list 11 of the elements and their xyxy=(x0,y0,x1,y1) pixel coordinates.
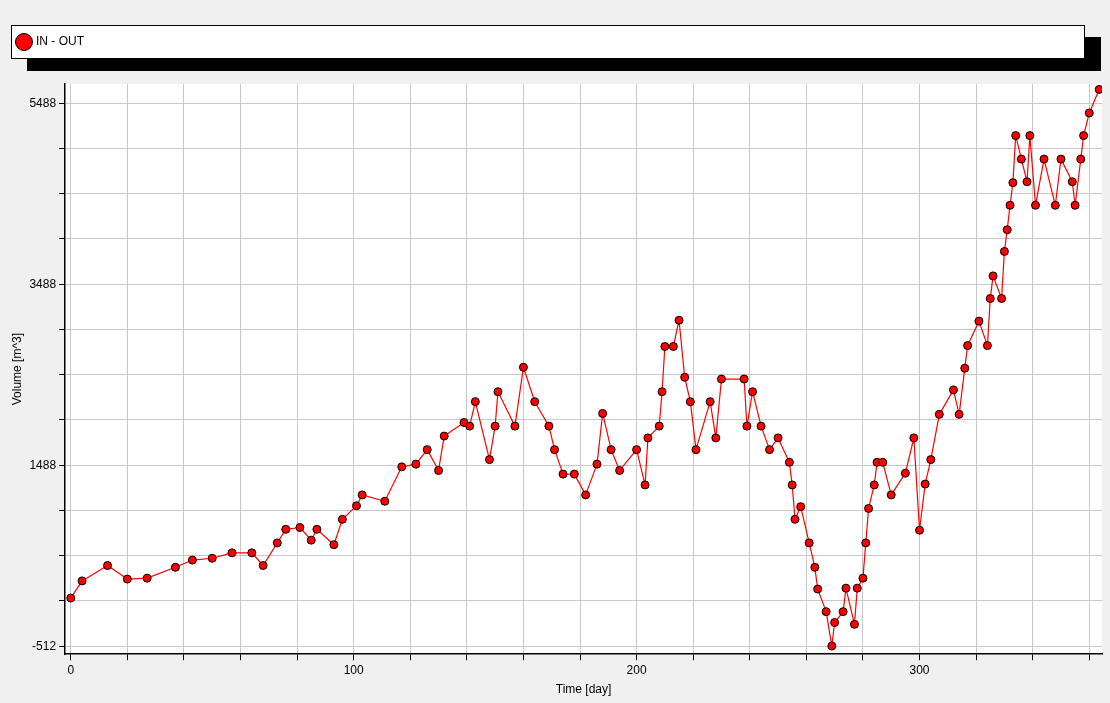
y-tick-label: 3488 xyxy=(29,276,57,291)
y-tick-label: 1488 xyxy=(29,457,57,472)
x-axis-title: Time [day] xyxy=(555,682,612,697)
y-tick-label: 5488 xyxy=(29,95,57,110)
x-tick-label: 200 xyxy=(626,662,647,677)
x-tick-label: 300 xyxy=(909,662,930,677)
y-axis-title: Volume [m^3] xyxy=(9,332,24,406)
y-tick-label: -512 xyxy=(32,638,57,653)
legend-label: IN - OUT xyxy=(36,34,85,49)
x-tick-label: 0 xyxy=(67,662,75,677)
x-tick-label: 100 xyxy=(343,662,365,677)
